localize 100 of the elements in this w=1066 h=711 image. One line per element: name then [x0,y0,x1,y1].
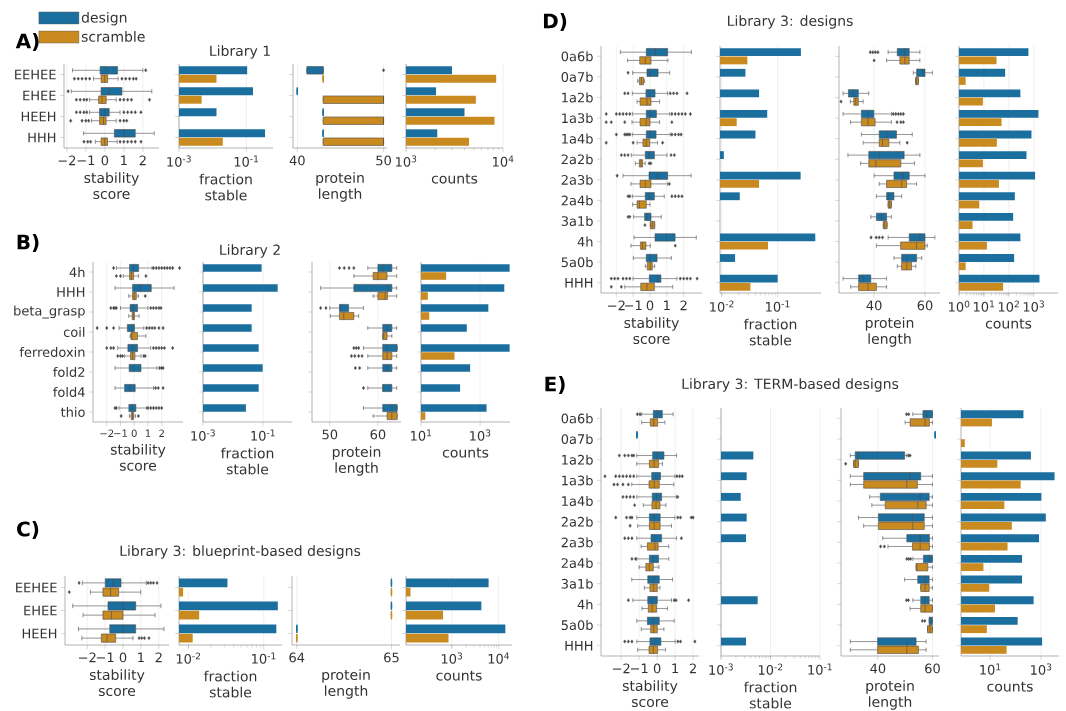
x-tick-label: 1 [672,663,679,674]
y-tick-label: 0a6b [561,413,593,424]
x-tick-label: 2 [155,652,162,663]
y-tick-label: 4h [69,267,85,277]
x-axis-title: fraction stable [199,173,252,201]
text: D) [543,13,567,31]
legend-label: scramble [81,31,145,42]
x-tick-label: −2 [608,300,625,311]
x-tick-label: 0 [131,429,137,438]
x-tick-label: 1 [664,300,670,311]
x-tick-label: 2 [680,300,687,311]
x-axis-title: counts [431,173,478,184]
x-tick-label: −2 [78,652,96,663]
x-axis-title: protein length [322,669,370,699]
y-tick-label: EHEE [24,605,57,616]
y-tick-label: 1a4b [562,495,593,507]
y-tick-label: HHH [565,640,593,651]
x-tick-label: 10$^{-1}$ [808,663,832,675]
y-tick-label: fold4 [53,386,85,398]
x-tick-label: 60 [925,663,940,674]
x-tick-label: 10$^{3}$ [441,652,463,664]
y-tick-label: 5a0b [561,619,593,631]
x-tick-label: −1 [630,663,648,674]
y-tick-label: 1a3b [562,475,593,486]
chart-title: Library 2 [220,244,280,258]
x-axis-title: protein length [866,680,914,710]
y-tick-label: 2a4b [561,557,593,569]
x-tick-label: −1 [77,155,95,165]
x-tick-label: −2 [58,155,76,166]
x-axis-title: fraction stable [743,681,797,709]
x-axis-title: fraction stable [220,447,274,475]
x-tick-label: −1 [624,300,642,311]
y-tick-label: HEEH [21,111,56,122]
x-axis-title: fraction stable [203,670,257,698]
x-tick-label: 40 [866,300,882,311]
y-tick-label: 0a7b [561,433,593,445]
x-tick-label: 0 [101,155,109,166]
x-tick-label: −1 [96,652,114,663]
x-tick-label: 2 [159,429,164,437]
x-tick-label: 10$^{-1}$ [251,429,275,441]
x-tick-label: 10$^{3}$ [1031,663,1052,675]
text: B) [17,234,39,252]
y-tick-label: coil [63,326,85,338]
x-tick-label: −2 [612,663,630,674]
y-tick-label: 2a3b [561,174,593,185]
y-tick-label: 1a4b [562,133,593,144]
y-tick-label: 1a2b [562,92,593,103]
x-tick-label: 10$^{-2}$ [758,663,783,675]
y-tick-label: 2a3b [561,537,593,548]
x-tick-label: 60 [917,300,933,311]
x-tick-label: −2 [100,429,114,437]
y-tick-label: fold2 [53,366,85,378]
chart-title: Library 3: designs [728,15,853,29]
y-tick-label: HEEH [22,628,57,639]
x-tick-label: 10$^{-2}$ [710,300,734,312]
x-tick-label: 10$^{0}$ [949,300,970,312]
x-axis-title: protein length [865,317,914,347]
text: A) [15,33,39,51]
y-tick-label: 1a2b [562,454,593,465]
y-tick-label: 0a6b [561,51,593,62]
x-tick-label: 10$^{1}$ [411,429,432,441]
x-tick-label: 10$^{-3}$ [191,429,215,441]
x-tick-label: 40 [289,155,305,166]
x-axis-title: counts [985,318,1032,329]
x-tick-label: 0 [119,652,127,663]
x-axis-title: counts [987,681,1033,692]
text: C) [17,521,39,539]
y-tick-label: 3a1b [561,578,593,589]
x-axis-title: stability score [624,317,679,345]
x-tick-label: 1 [121,155,127,165]
x-tick-label: 10$^{1}$ [973,300,995,312]
y-tick-label: 2a4b [561,195,593,206]
x-tick-label: 10$^{3}$ [396,155,417,167]
x-axis-title: counts [436,670,482,681]
y-tick-label: EHEE [23,90,56,101]
x-tick-label: 10$^{-2}$ [176,652,201,664]
chart-title: Library 3: blueprint-based designs [120,545,361,559]
y-tick-label: EEHEE [16,582,57,593]
x-tick-label: 10$^{-1}$ [234,155,259,167]
x-tick-label: −1 [114,429,127,437]
x-tick-label: 10$^{-1}$ [252,652,276,664]
x-tick-label: 65 [384,652,399,663]
y-tick-label: ferredoxin [19,346,85,358]
x-tick-label: 10$^{3}$ [1023,300,1044,312]
x-tick-label: 40 [870,663,886,674]
y-tick-label: HHH [565,277,593,288]
x-axis-title: protein length [332,446,381,476]
x-tick-label: 1 [138,652,144,663]
y-tick-label: 1a3b [562,113,593,124]
y-tick-label: HHH [28,132,56,143]
y-tick-label: EEHEE [15,69,56,80]
x-tick-label: 50 [322,429,338,440]
x-axis-title: counts [442,447,489,458]
x-axis-title: fraction stable [743,318,797,346]
y-tick-label: 4h [577,236,593,247]
x-tick-label: 50 [376,155,391,166]
y-tick-label: 3a1b [561,215,593,226]
x-tick-label: 0 [646,300,654,311]
legend-label: design [81,11,127,26]
text: E) [545,376,565,394]
